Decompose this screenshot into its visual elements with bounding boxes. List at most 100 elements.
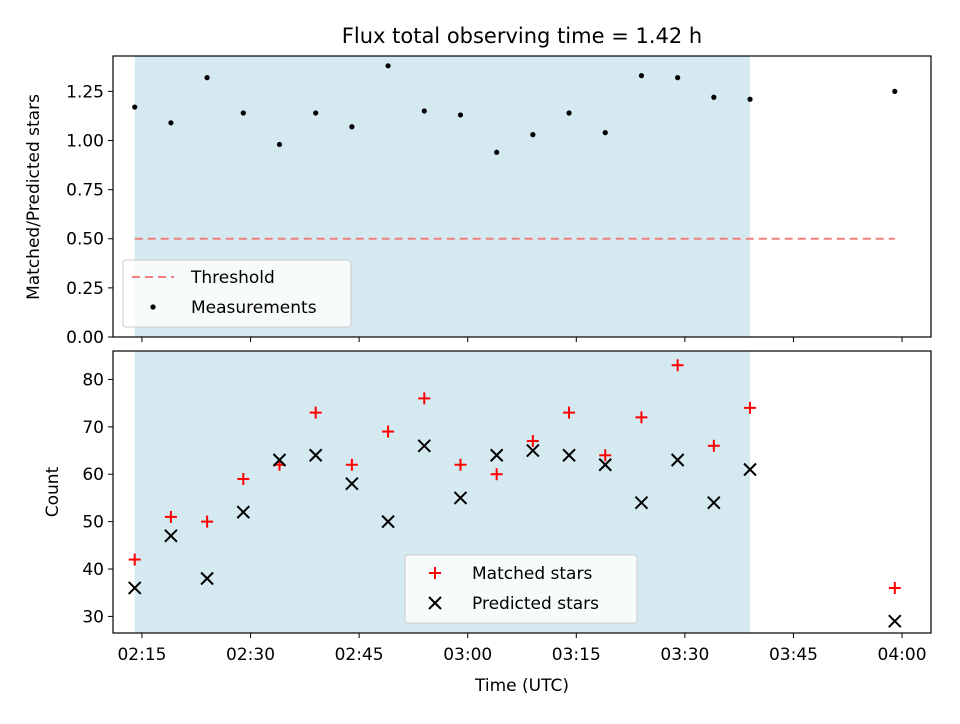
- x-stroke-b: [453, 491, 468, 505]
- matched-star-point: [888, 581, 901, 594]
- measurement-point: [747, 96, 753, 102]
- predicted-star-point: [164, 529, 178, 543]
- bottom-x-tick-label: 02:30: [226, 645, 275, 665]
- matched-star-point: [490, 468, 503, 481]
- predicted-star-point: [236, 505, 251, 519]
- top-axes-frame: [112, 55, 932, 338]
- matched-star-point: [526, 435, 539, 448]
- predicted-star-point: [272, 453, 287, 467]
- x-stroke-b: [236, 505, 251, 519]
- bottom-y-tick-label: 80: [82, 370, 104, 390]
- top-y-tick-label: 0.50: [66, 230, 104, 250]
- matched-star-point: [563, 406, 576, 419]
- bottom-x-tick-label: 03:30: [660, 645, 709, 665]
- bottom-y-axis-ticks: 30 40 50 60 70 80: [82, 370, 113, 627]
- predicted-star-point: [417, 439, 431, 453]
- measurement-point: [204, 75, 210, 81]
- bottom-y-axis-label: Count: [43, 466, 63, 517]
- predicted-star-point: [888, 614, 902, 628]
- measurement-point: [421, 108, 427, 114]
- measurement-point: [313, 110, 319, 116]
- legend-predicted-swatch: [428, 596, 442, 610]
- legend-threshold-label: Threshold: [190, 268, 275, 288]
- bottom-y-tick-label: 40: [82, 560, 104, 580]
- matched-star-point: [599, 449, 612, 462]
- measurement-point: [602, 130, 608, 136]
- x-stroke-b: [670, 453, 685, 467]
- x-stroke-b: [164, 529, 178, 543]
- x-stroke-b: [526, 443, 540, 458]
- bottom-x-axis-ticks: 02:15 02:30 02:45 03:00 03:15 03:30 03:45 04:00: [117, 633, 927, 665]
- predicted-star-point: [598, 458, 612, 472]
- predicted-star-point: [707, 495, 721, 510]
- top-x-axis-ticks: [141, 337, 903, 342]
- predicted-star-point: [308, 448, 323, 462]
- top-y-tick-label: 0.75: [66, 181, 104, 201]
- legend-measurements-label: Measurements: [191, 298, 317, 318]
- matched-star-point: [128, 553, 141, 566]
- predicted-star-point: [345, 476, 359, 491]
- measurement-point: [892, 88, 898, 94]
- measurement-point: [711, 94, 717, 100]
- count-points: [128, 359, 902, 628]
- x-stroke-b: [707, 495, 721, 510]
- top-y-tick-label: 1.25: [66, 82, 104, 102]
- top-y-axis-ticks: 0.00 0.25 0.50 0.75 1.00 1.25: [66, 82, 113, 348]
- bottom-legend: Matched stars Predicted stars: [404, 554, 638, 624]
- matched-star-point: [164, 510, 177, 523]
- measurement-point: [349, 124, 355, 130]
- x-stroke-b: [428, 596, 442, 610]
- top-legend: Threshold Measurements: [122, 259, 352, 328]
- legend-x-marker: [428, 596, 442, 610]
- matched-star-point: [707, 439, 720, 452]
- top-y-tick-label: 1.00: [66, 131, 104, 151]
- measurement-point: [494, 149, 500, 155]
- predicted-star-point: [381, 514, 395, 529]
- predicted-star-point: [128, 581, 142, 595]
- bottom-panel: 30 40 50 60 70 80 02:15 02:30 02:45 03:00 03:15 03…: [43, 350, 932, 696]
- x-stroke-b: [345, 476, 359, 491]
- predicted-star-point: [670, 453, 685, 467]
- x-stroke-b: [888, 614, 902, 628]
- legend-plus-marker: [429, 567, 441, 579]
- x-stroke-b: [128, 581, 142, 595]
- legend-predicted-label: Predicted stars: [472, 594, 599, 614]
- top-panel: 0.00 0.25 0.50 0.75 1.00 1.25 Flux total obse…: [24, 24, 932, 348]
- bottom-y-tick-label: 60: [82, 465, 104, 485]
- bottom-axes-frame: [112, 350, 932, 634]
- bottom-legend-box: [404, 554, 638, 624]
- top-y-tick-label: 0.00: [66, 328, 104, 348]
- matched-star-point: [744, 401, 757, 414]
- bottom-y-tick-label: 30: [82, 607, 104, 627]
- matched-star-point: [418, 392, 431, 405]
- matched-star-point: [382, 425, 395, 438]
- top-y-axis-label: Matched/Predicted stars: [24, 94, 44, 300]
- x-stroke-b: [598, 458, 612, 472]
- bottom-y-tick-label: 50: [82, 513, 104, 533]
- bottom-x-tick-label: 03:45: [769, 645, 818, 665]
- matched-star-point: [309, 406, 322, 419]
- measurement-point: [638, 73, 645, 79]
- bottom-x-tick-label: 03:15: [552, 645, 601, 665]
- measurement-point: [132, 104, 138, 110]
- predicted-star-point: [526, 443, 540, 458]
- measurement-point: [276, 141, 283, 148]
- measurement-point: [530, 132, 536, 138]
- measurement-point: [168, 120, 174, 126]
- matched-star-point: [671, 359, 684, 372]
- bottom-x-tick-label: 03:00: [443, 645, 492, 665]
- legend-matched-swatch: [429, 567, 441, 579]
- measurement-point: [240, 110, 246, 116]
- bottom-x-tick-label: 02:45: [335, 645, 384, 665]
- bottom-y-tick-label: 70: [82, 418, 104, 438]
- matched-star-point: [201, 515, 214, 528]
- matched-star-point: [454, 458, 467, 471]
- predicted-star-point: [634, 495, 649, 510]
- chart-title: Flux total observing time = 1.42 h: [342, 24, 702, 48]
- matched-star-point: [635, 411, 648, 424]
- predicted-star-point: [453, 491, 468, 505]
- measurement-points: [132, 63, 898, 155]
- x-stroke-b: [200, 571, 214, 586]
- x-stroke-b: [562, 448, 576, 462]
- legend-measurements-swatch: [150, 304, 156, 310]
